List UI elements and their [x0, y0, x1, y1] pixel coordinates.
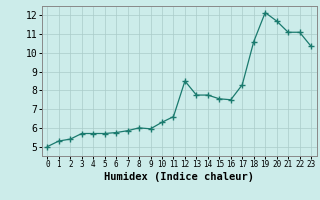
X-axis label: Humidex (Indice chaleur): Humidex (Indice chaleur): [104, 172, 254, 182]
